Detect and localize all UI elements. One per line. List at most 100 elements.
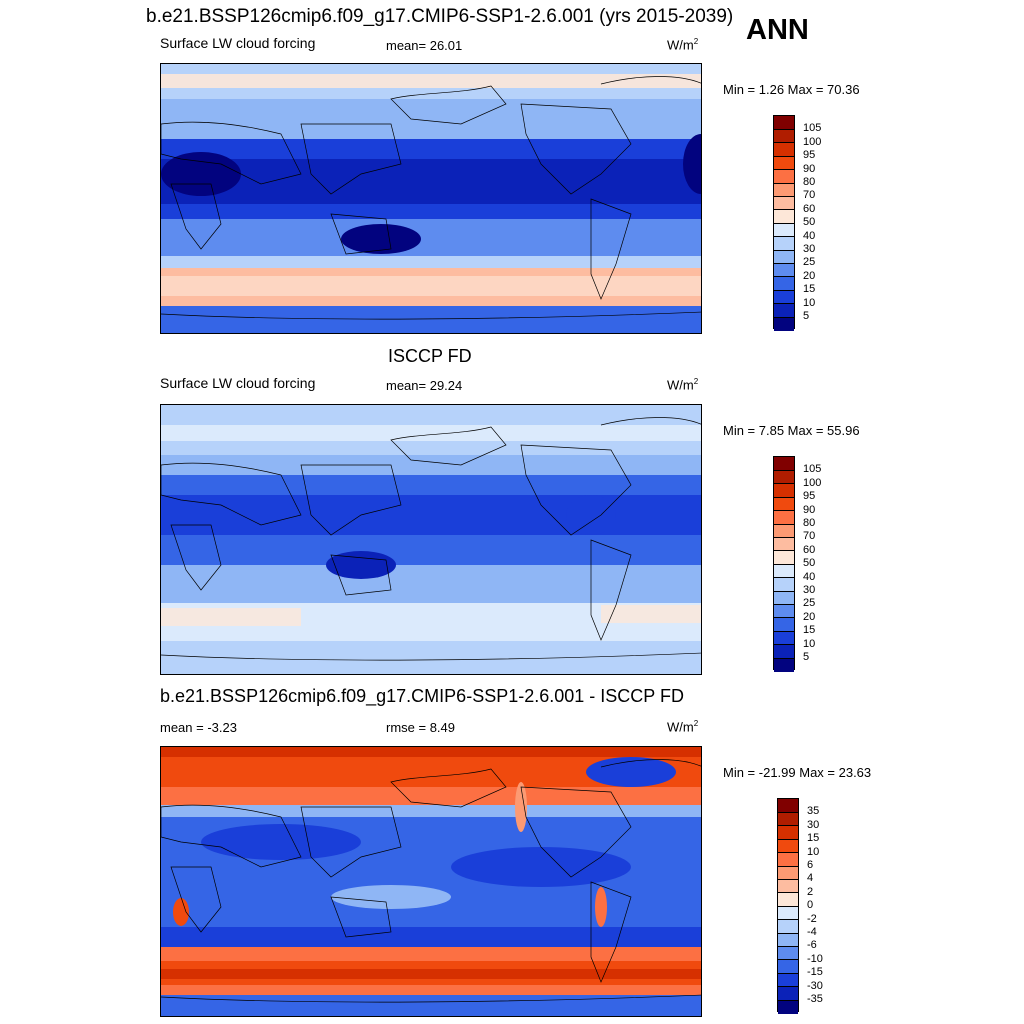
colorbar-divider [774,617,794,619]
colorbar-swatch [774,317,794,331]
colorbar-divider [774,577,794,579]
colorbar-swatch [774,183,794,197]
colorbar-divider [778,865,798,867]
colorbar-divider [774,316,794,318]
panel-2-minmax: Min = 7.85 Max = 55.96 [723,423,860,438]
colorbar-swatch [774,303,794,318]
colorbar-swatch [778,959,798,974]
colorbar-tick-label: 2 [807,885,814,898]
figure-title: b.e21.BSSP126cmip6.f09_g17.CMIP6-SSP1-2.… [146,6,734,27]
panel-1-map-svg [161,64,701,333]
colorbar-swatch [774,209,794,224]
colorbar-tick-label: -30 [807,979,823,992]
colorbar-swatch [774,644,794,659]
colorbar-tick-label: -2 [807,912,817,925]
colorbar-divider [778,945,798,947]
colorbar-swatch [778,986,798,1001]
colorbar-tick-label: 5 [803,651,810,663]
colorbar-tick-label: 0 [807,899,814,912]
colorbar-tick-label: 100 [803,135,822,148]
colorbar-swatch [774,577,794,592]
colorbar-divider [774,510,794,512]
colorbar-tick-label: 30 [803,243,816,255]
colorbar-tick-label: 95 [803,149,816,162]
colorbar-swatch [774,550,794,565]
panel-3-mean: mean = -3.23 [160,720,237,735]
colorbar-divider [774,469,794,471]
colorbar-tick-label: 50 [803,216,816,229]
colorbar-tick-label: 40 [803,229,816,242]
colorbar-tick-label: -15 [807,966,823,979]
panel-2-map-svg [161,405,701,674]
colorbar-divider [774,209,794,211]
colorbar-tick-label: 70 [803,530,816,543]
colorbar-tick-label: 25 [803,597,816,610]
colorbar-box [777,798,799,1014]
colorbar-swatch [774,510,794,525]
colorbar-tick-label: 80 [803,176,816,188]
colorbar-tick-label: 90 [803,503,816,516]
colorbar-divider [778,959,798,961]
colorbar-tick-label: 15 [807,832,820,845]
colorbar-swatch [778,933,798,947]
colorbar-tick-label: 95 [803,490,816,503]
colorbar-swatch [778,852,798,867]
colorbar-swatch [774,658,794,672]
colorbar-tick-label: 6 [807,859,814,871]
colorbar-swatch [778,879,798,894]
colorbar-divider [774,236,794,238]
colorbar-swatch [778,839,798,854]
colorbar-divider [774,603,794,605]
colorbar-swatch [774,537,794,552]
colorbar-divider [774,536,794,538]
colorbar-swatch [778,906,798,921]
colorbar-divider [778,825,798,827]
colorbar-tick-label: 4 [807,872,814,885]
colorbar-divider [774,550,794,552]
panel-1-units: W/m2 [667,37,699,53]
colorbar-tick-label: 105 [803,463,822,476]
colorbar-tick-label: 20 [803,269,816,282]
colorbar-divider [774,142,794,144]
colorbar-divider [774,155,794,157]
colorbar-divider [778,838,798,840]
panel-3-minmax: Min = -21.99 Max = 23.63 [723,765,872,780]
colorbar-swatch [774,470,794,485]
colorbar-divider [778,852,798,854]
colorbar-tick-label: 20 [803,610,816,623]
colorbar-divider [778,811,798,813]
colorbar-divider [774,169,794,171]
colorbar-tick-label: 10 [807,845,820,858]
colorbar-swatch [774,156,794,171]
colorbar-divider [778,892,798,894]
colorbar-swatch [778,973,798,988]
panel-2-variable: Surface LW cloud forcing [160,375,316,391]
colorbar-swatch [778,892,798,907]
colorbar-tick-label: -10 [807,952,823,965]
colorbar-divider [774,644,794,646]
colorbar-swatch [774,631,794,646]
colorbar-swatch [774,250,794,264]
colorbar-swatch [774,604,794,619]
colorbar-divider [774,657,794,659]
colorbar-swatch [774,276,794,291]
colorbar-divider [778,972,798,974]
colorbar-swatch [774,196,794,211]
panel-2-units: W/m2 [667,377,699,393]
season-label: ANN [746,14,809,46]
colorbar-divider [774,182,794,184]
colorbar-divider [778,932,798,934]
colorbar-divider [778,878,798,880]
colorbar-tick-label: 105 [803,122,822,135]
colorbar-swatch [778,946,798,961]
colorbar-tick-label: 80 [803,517,816,529]
colorbar-swatch [778,866,798,880]
colorbar-divider [774,262,794,264]
colorbar-tick-label: 5 [803,310,810,322]
colorbar-divider [778,919,798,921]
panel-2-mean: mean= 29.24 [386,378,463,393]
colorbar-tick-label: 60 [803,543,816,556]
colorbar-swatch [778,919,798,934]
panel-1-map [160,63,702,334]
colorbar-divider [778,986,798,988]
